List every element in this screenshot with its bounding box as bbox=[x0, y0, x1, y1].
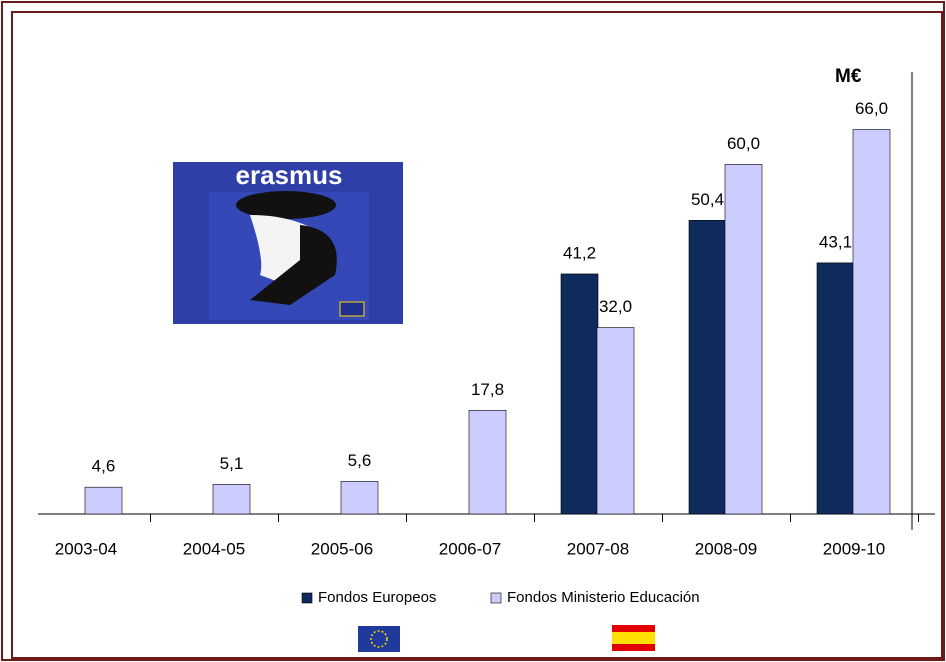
logo-band bbox=[209, 165, 369, 189]
legend-swatch bbox=[301, 592, 313, 604]
data-label: 32,0 bbox=[599, 297, 632, 316]
bar bbox=[212, 483, 251, 515]
data-label: 43,1 bbox=[819, 232, 852, 251]
data-label: 5,1 bbox=[220, 454, 244, 473]
data-label: 5,6 bbox=[348, 451, 372, 470]
x-tick-label: 2006-07 bbox=[439, 539, 501, 558]
bar bbox=[852, 129, 891, 515]
x-tick-label: 2005-06 bbox=[311, 539, 373, 558]
logo: erasmus bbox=[173, 160, 403, 324]
x-tick-label: 2007-08 bbox=[567, 539, 629, 558]
eu-flag bbox=[358, 626, 400, 652]
x-tick-label: 2009-10 bbox=[823, 539, 885, 558]
data-label: 41,2 bbox=[563, 243, 596, 262]
bar bbox=[724, 164, 763, 515]
frame-inner bbox=[11, 11, 943, 659]
data-label: 66,0 bbox=[855, 99, 888, 118]
logo-text: erasmus bbox=[236, 160, 343, 190]
eu-flag-bg bbox=[358, 626, 400, 652]
logo-hat bbox=[236, 191, 336, 219]
x-tick-label: 2008-09 bbox=[695, 539, 757, 558]
data-label: 17,8 bbox=[471, 380, 504, 399]
bar bbox=[596, 327, 635, 515]
logo-robe bbox=[250, 225, 337, 305]
es-flag bbox=[612, 625, 655, 651]
x-tick-label: 2003-04 bbox=[55, 539, 117, 558]
data-label: 50,4 bbox=[691, 190, 724, 209]
bar bbox=[84, 486, 123, 515]
legend-label: Fondos Ministerio Educación bbox=[507, 589, 700, 606]
x-tick-label: 2004-05 bbox=[183, 539, 245, 558]
logo-flag bbox=[339, 301, 365, 317]
bar bbox=[816, 262, 855, 515]
bar bbox=[560, 273, 599, 515]
data-label: 60,0 bbox=[727, 134, 760, 153]
bar bbox=[468, 409, 507, 515]
bar bbox=[340, 481, 379, 515]
legend-swatch bbox=[490, 592, 502, 604]
eu-flag-stars bbox=[370, 630, 388, 648]
data-label: 4,6 bbox=[92, 457, 116, 476]
legend-label: Fondos Europeos bbox=[318, 589, 436, 606]
unit-label: M€ bbox=[835, 66, 862, 87]
bar bbox=[688, 220, 727, 515]
es-flag-yellow bbox=[612, 632, 655, 644]
